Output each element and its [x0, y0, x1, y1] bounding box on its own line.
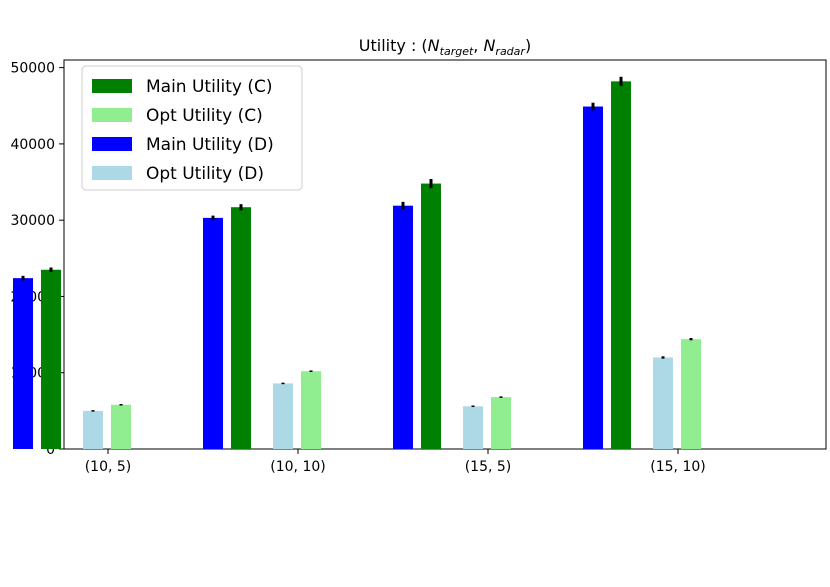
legend-label: Main Utility (D) [146, 135, 274, 155]
bar [393, 205, 413, 449]
chart-title: Utility : (Ntarget, Nradar) [359, 36, 531, 58]
title-n2: N [483, 36, 495, 55]
legend-box [81, 65, 303, 191]
legend-swatch [92, 108, 132, 122]
title-n1: N [428, 36, 440, 55]
plot-area: 01000020000300004000050000(10, 5)(10, 10… [10, 59, 827, 475]
legend-swatch [92, 137, 132, 151]
title-n1-sub: target [440, 45, 474, 58]
y-tick-label: 30000 [10, 213, 55, 229]
bar [611, 81, 631, 449]
legend-swatch [92, 166, 132, 180]
legend: Main Utility (C) Opt Utility (C) Main Util… [81, 65, 303, 191]
legend-label: Opt Utility (D) [146, 164, 264, 184]
bar [273, 383, 293, 449]
bar [41, 269, 61, 449]
bar [203, 217, 223, 449]
bar [231, 207, 251, 449]
title-n2-sub: radar [495, 45, 526, 58]
bar [111, 404, 131, 449]
legend-label: Opt Utility (C) [146, 106, 263, 126]
y-tick-label: 0 [46, 442, 55, 458]
legend-label: Main Utility (C) [146, 77, 273, 97]
x-tick-label: (10, 5) [85, 459, 132, 475]
x-tick-label: (15, 10) [650, 459, 705, 475]
title-suffix: ) [525, 36, 531, 55]
bar [653, 357, 673, 449]
bar [421, 183, 441, 450]
bar [491, 397, 511, 449]
bar [301, 371, 321, 449]
title-sep: , [473, 36, 483, 55]
x-tick-label: (15, 5) [465, 459, 512, 475]
bar [583, 106, 603, 449]
bar [681, 339, 701, 449]
title-prefix: Utility : ( [359, 36, 428, 55]
y-tick-label: 40000 [10, 137, 55, 153]
x-tick-label: (10, 10) [270, 459, 325, 475]
bar [13, 278, 33, 449]
legend-swatch [92, 79, 132, 93]
y-tick-label: 50000 [10, 61, 55, 77]
bar [463, 406, 483, 449]
plot-frame [63, 59, 827, 450]
bar [83, 410, 103, 449]
